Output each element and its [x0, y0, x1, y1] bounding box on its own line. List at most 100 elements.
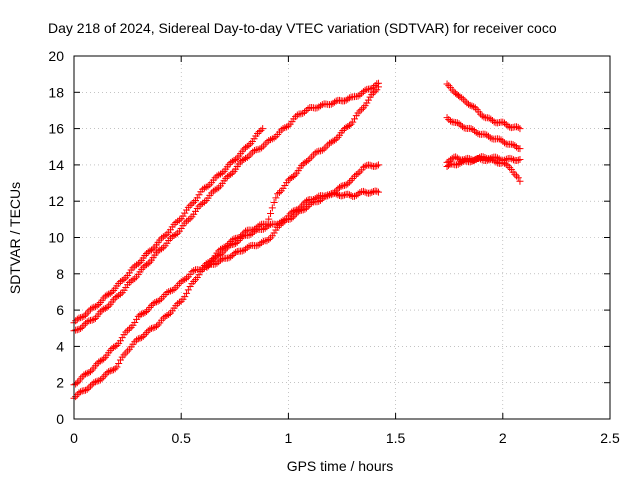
data-point — [502, 160, 510, 168]
data-point — [217, 256, 225, 264]
data-point — [215, 171, 223, 179]
data-point — [242, 154, 250, 162]
data-point — [336, 183, 344, 191]
data-point — [73, 379, 81, 387]
data-point — [250, 147, 258, 155]
data-point — [300, 108, 308, 116]
data-point — [209, 187, 217, 195]
data-point — [263, 138, 271, 146]
data-point — [72, 380, 80, 388]
data-point — [306, 200, 314, 208]
data-point — [354, 190, 362, 198]
data-point — [77, 388, 85, 396]
data-point — [356, 107, 364, 115]
data-point — [288, 214, 296, 222]
series-arc-6 — [443, 80, 524, 133]
data-point — [134, 260, 142, 268]
data-point — [513, 123, 521, 131]
data-point — [228, 157, 236, 165]
data-point — [83, 385, 91, 393]
data-point — [172, 231, 180, 239]
data-point — [243, 244, 251, 252]
data-point — [298, 162, 306, 170]
data-point — [148, 301, 156, 309]
data-point — [124, 347, 132, 355]
data-point — [100, 305, 108, 313]
data-point — [183, 217, 191, 225]
data-point — [358, 89, 366, 97]
data-point — [270, 229, 278, 237]
data-point — [144, 260, 152, 268]
data-point — [265, 215, 273, 223]
data-point — [475, 154, 483, 162]
data-point — [339, 126, 347, 134]
data-point — [149, 324, 157, 332]
data-point — [495, 135, 503, 143]
data-point — [281, 182, 289, 190]
data-point — [213, 185, 221, 193]
y-tick-label: 18 — [48, 84, 64, 100]
data-point — [254, 241, 262, 249]
data-point — [193, 194, 201, 202]
y-tick-label: 8 — [56, 266, 64, 282]
data-point — [322, 192, 330, 200]
data-point — [100, 355, 108, 363]
data-point — [347, 176, 355, 184]
data-point — [483, 131, 491, 139]
data-point — [139, 309, 147, 317]
series-arc-4 — [70, 83, 382, 402]
data-point — [308, 199, 316, 207]
data-point — [211, 174, 219, 182]
x-tick-label: 1.5 — [386, 430, 406, 446]
data-point — [487, 115, 495, 123]
data-point — [181, 293, 189, 301]
data-point — [116, 356, 124, 364]
data-point — [272, 194, 280, 202]
data-point — [373, 80, 381, 88]
data-point — [195, 202, 203, 210]
data-point — [303, 158, 311, 166]
y-tick-label: 16 — [48, 121, 64, 137]
data-point — [458, 158, 466, 166]
data-point — [259, 237, 267, 245]
data-point — [73, 315, 81, 323]
data-point — [163, 312, 171, 320]
data-point — [249, 148, 257, 156]
data-point — [80, 312, 88, 320]
data-point — [274, 220, 282, 228]
data-point — [106, 289, 114, 297]
data-point — [340, 181, 348, 189]
data-point — [225, 242, 233, 250]
series-arc-9 — [443, 154, 524, 185]
data-point — [514, 156, 522, 164]
data-point — [263, 237, 271, 245]
data-point — [120, 275, 128, 283]
data-point — [373, 187, 381, 195]
y-tick-label: 12 — [48, 193, 64, 209]
data-point — [351, 115, 359, 123]
data-point — [203, 263, 211, 271]
data-point — [265, 137, 273, 145]
data-point — [190, 198, 198, 206]
data-point — [188, 268, 196, 276]
data-point — [72, 393, 80, 401]
data-point — [279, 184, 287, 192]
data-point — [331, 136, 339, 144]
data-point — [267, 210, 275, 218]
data-point — [131, 262, 139, 270]
data-point — [249, 229, 257, 237]
data-point — [274, 190, 282, 198]
data-point — [225, 160, 233, 168]
data-point — [175, 298, 183, 306]
data-point — [351, 192, 359, 200]
data-point — [486, 134, 494, 142]
data-point — [513, 143, 521, 151]
data-point — [373, 86, 381, 94]
data-point — [115, 359, 123, 367]
data-point — [139, 332, 147, 340]
data-point — [374, 83, 382, 91]
y-tick-label: 4 — [56, 338, 64, 354]
y-tick-label: 2 — [56, 375, 64, 391]
data-point — [468, 102, 476, 110]
